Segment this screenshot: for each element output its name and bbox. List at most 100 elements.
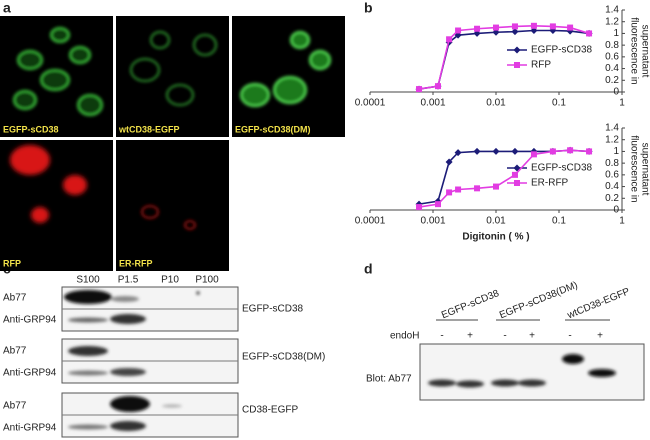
micrograph: EGFP-sCD38	[0, 16, 113, 137]
y-tick-label: 0.6	[605, 51, 619, 62]
point	[511, 171, 518, 178]
y-tick-label: 1.4	[605, 5, 619, 16]
sign: +	[529, 331, 535, 342]
x-tick-label: 0.01	[486, 98, 506, 109]
point	[446, 189, 453, 196]
x-tick-label: 0.0001	[355, 98, 386, 109]
legend-label: RFP	[531, 60, 551, 71]
y-tick-label: 0	[613, 205, 619, 216]
row-label: Ab77	[3, 293, 27, 304]
construct-label: CD38-EGFP	[242, 405, 298, 416]
y-tick-label: 0.4	[605, 63, 619, 74]
point	[586, 148, 593, 155]
point	[511, 147, 519, 155]
legend-label: EGFP-sCD38	[531, 163, 593, 174]
fraction-label: P1.5	[118, 275, 139, 286]
point	[474, 185, 481, 192]
y-tick-label: 0.2	[605, 193, 619, 204]
point	[511, 23, 518, 30]
y-tick-label: 0.4	[605, 181, 619, 192]
series-line	[418, 25, 590, 90]
y-axis-label: supernatant	[639, 25, 650, 78]
y-tick-label: 0.8	[605, 158, 619, 169]
x-tick-label: 0.001	[420, 98, 445, 109]
point	[434, 201, 441, 208]
point	[549, 148, 556, 155]
y-axis-label: fluorescence in	[628, 135, 639, 202]
point	[454, 149, 462, 157]
blot-label: Blot: Ab77	[366, 374, 412, 385]
row-label: Ab77	[3, 401, 27, 412]
point	[549, 23, 556, 30]
x-axis-label: Digitonin ( % )	[462, 232, 529, 243]
y-tick-label: 1	[613, 28, 619, 39]
y-tick-label: 0.6	[605, 169, 619, 180]
point	[455, 186, 462, 193]
y-axis-label: supernatant	[639, 143, 650, 196]
row-label: Anti-GRP94	[3, 315, 57, 326]
point	[434, 83, 441, 90]
micrograph: wtCD38-EGFP	[116, 16, 229, 137]
y-tick-label: 0.8	[605, 40, 619, 51]
point	[586, 30, 593, 37]
point	[416, 204, 423, 211]
x-tick-label: 1	[619, 98, 625, 109]
point	[567, 147, 574, 154]
point	[530, 151, 537, 158]
point	[511, 28, 519, 36]
x-tick-label: 0.01	[486, 216, 506, 227]
image-label: RFP	[3, 258, 21, 268]
panel-label: a	[3, 0, 11, 16]
y-tick-label: 1.2	[605, 16, 619, 27]
construct-label: EGFP-sCD38	[242, 304, 304, 315]
x-tick-label: 0.0001	[355, 216, 386, 227]
y-tick-label: 0	[613, 87, 619, 98]
x-tick-label: 0.001	[420, 216, 445, 227]
sign: -	[503, 331, 506, 342]
image-label: ER-RFP	[119, 258, 153, 268]
y-tick-label: 0.2	[605, 75, 619, 86]
row-label: Anti-GRP94	[3, 423, 57, 434]
treatment-label: endoH	[390, 331, 419, 342]
construct-label: EGFP-sCD38(DM)	[242, 352, 325, 363]
y-axis-label: fluorescence in	[628, 17, 639, 84]
micrograph: RFP	[0, 140, 113, 271]
x-tick-label: 0.1	[552, 216, 566, 227]
blot-panel: S100 P1.5 P10 P100 Ab77 Anti-GRP94 EGFP-…	[3, 275, 325, 438]
row-label: Ab77	[3, 346, 27, 357]
panel-label: b	[364, 0, 373, 16]
x-tick-label: 0.1	[552, 98, 566, 109]
image-label: EGFP-sCD38	[3, 124, 59, 134]
point	[446, 36, 453, 43]
point	[530, 22, 537, 29]
legend-label: ER-RFP	[531, 178, 569, 189]
fraction-label: S100	[76, 275, 100, 286]
y-tick-label: 1.2	[605, 134, 619, 145]
point	[567, 24, 574, 31]
point	[416, 86, 423, 93]
fraction-label: P100	[195, 275, 219, 286]
panel-label: d	[364, 261, 373, 277]
point	[474, 25, 481, 32]
legend-label: EGFP-sCD38	[531, 45, 593, 56]
image-label: EGFP-sCD38(DM)	[235, 124, 311, 134]
point	[493, 183, 499, 190]
row-label: Anti-GRP94	[3, 368, 57, 379]
point	[445, 158, 453, 166]
sign: +	[467, 331, 473, 342]
x-tick-label: 1	[619, 216, 625, 227]
legend-marker	[514, 180, 520, 186]
micrograph: ER-RFP	[116, 140, 229, 271]
image-label: wtCD38-EGFP	[118, 124, 180, 134]
sign: -	[440, 331, 443, 342]
point	[493, 24, 499, 31]
point	[455, 27, 462, 34]
endoh-panel: EGFP-sCD38 EGFP-sCD38(DM) wtCD38-EGFP en…	[366, 280, 645, 401]
sign: +	[597, 331, 603, 342]
point	[473, 147, 481, 155]
fraction-label: P10	[161, 275, 179, 286]
y-tick-label: 1.4	[605, 123, 619, 134]
micrograph: EGFP-sCD38(DM)	[232, 16, 345, 137]
legend-marker	[514, 62, 520, 68]
legend-marker	[513, 46, 521, 54]
